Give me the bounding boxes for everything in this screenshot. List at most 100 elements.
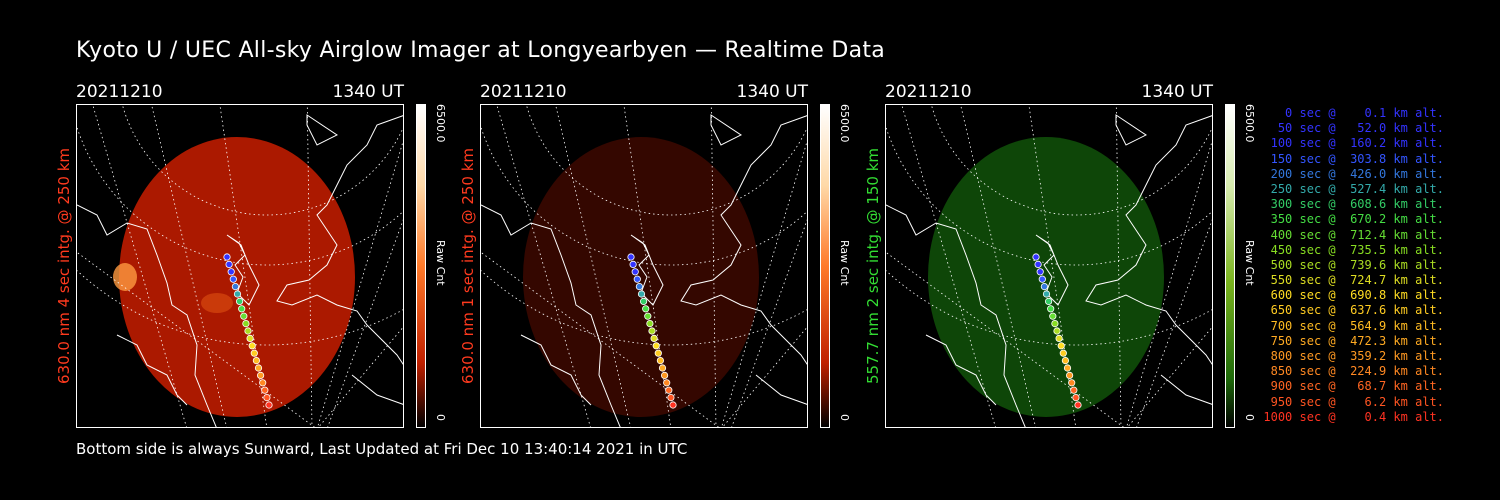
trajectory-point (667, 393, 675, 402)
trajectory-point (1040, 283, 1048, 291)
trajectory-point (1042, 290, 1051, 298)
coastline (520, 334, 592, 406)
legend-entry: 350 sec @ 670.2 km alt. (1270, 212, 1444, 227)
legend-entry: 850 sec @ 224.9 km alt. (1270, 364, 1444, 379)
color-bar (416, 104, 426, 428)
imager-panel-3: 20211210 1340 UT 557.7 nm 2 sec intg. @ … (864, 80, 1285, 432)
trajectory-point (257, 371, 265, 379)
allsky-image (885, 104, 1213, 428)
meridian-line (1127, 326, 1212, 427)
meridian-line (721, 140, 807, 427)
trajectory-point (223, 253, 231, 261)
trajectory-point (650, 334, 658, 342)
meridian-line (318, 326, 403, 427)
colorbar-max-label: 6500.0 (1243, 104, 1256, 143)
coastline (886, 114, 1212, 427)
meridian-line (317, 140, 403, 427)
meridian-line (710, 105, 717, 427)
trajectory-point (1072, 393, 1080, 402)
trajectory-point (627, 253, 635, 261)
meridian-line (722, 326, 807, 427)
legend-entry: 950 sec @ 6.2 km alt. (1270, 394, 1444, 409)
trajectory-point (227, 268, 235, 276)
trajectory-point (225, 260, 233, 268)
trajectory-point (652, 342, 660, 350)
trajectory-point (1063, 364, 1072, 372)
panel-date: 20211210 (885, 82, 972, 102)
colorbar-unit-label: Raw Cnt (838, 240, 851, 286)
trajectory-point (231, 283, 239, 291)
legend-entry: 300 sec @ 608.6 km alt. (1270, 197, 1444, 212)
trajectory-point (1036, 268, 1044, 276)
trajectory-point (254, 364, 263, 372)
trajectory-point (233, 290, 242, 298)
airglow-disc (928, 137, 1164, 417)
trajectory-point (1066, 371, 1074, 379)
meridian-line (731, 219, 807, 427)
trajectory-point (654, 349, 662, 357)
trajectory-point (250, 349, 258, 357)
meridian-line (306, 105, 313, 427)
trajectory-point (1045, 297, 1053, 305)
legend-entry: 900 sec @ 68.7 km alt. (1270, 379, 1444, 394)
meridian-line (151, 105, 227, 427)
color-bar (820, 104, 830, 428)
meridian-line (901, 105, 996, 427)
trajectory-point (1034, 260, 1042, 268)
trajectory-point (1032, 253, 1040, 261)
colorbar-unit-label: Raw Cnt (434, 240, 447, 286)
footer-note: Bottom side is always Sunward, Last Upda… (76, 440, 688, 458)
trajectory-point (252, 357, 260, 365)
trajectory-point (1070, 386, 1078, 394)
trajectory-point (629, 260, 637, 268)
panel-date: 20211210 (480, 82, 567, 102)
trajectory-point (663, 379, 671, 387)
trajectory-point (229, 275, 237, 283)
panel-wavelength-label: 630.0 nm 1 sec intg. @ 250 km (459, 147, 477, 385)
colorbar-max-label: 6500.0 (838, 104, 851, 143)
meridian-line (1115, 105, 1122, 427)
meridian-line (1136, 219, 1212, 427)
legend-entry: 50 sec @ 52.0 km alt. (1277, 121, 1444, 136)
trajectory-point (263, 393, 271, 402)
trajectory-point (236, 297, 244, 305)
legend-entry: 800 sec @ 359.2 km alt. (1270, 349, 1444, 363)
legend-entry: 600 sec @ 690.8 km alt. (1270, 288, 1444, 303)
trajectory-point (658, 364, 667, 372)
panel-wavelength-label: 630.0 nm 4 sec intg. @ 250 km (55, 147, 73, 385)
trajectory-point (1055, 334, 1063, 342)
trajectory-point (635, 283, 643, 291)
trajectory-point (644, 312, 652, 320)
imager-panel-2: 20211210 1340 UT 630.0 nm 1 sec intg. @ … (459, 80, 880, 432)
trajectory-point (1059, 349, 1067, 357)
legend-entry: 0 sec @ 0.1 km alt. (1285, 106, 1444, 120)
trajectory-point (242, 320, 250, 328)
trajectory-point (665, 386, 673, 394)
trajectory-point (240, 312, 248, 320)
meridian-line (327, 219, 403, 427)
trajectory-point (1068, 379, 1076, 387)
panel-time: 1340 UT (1141, 82, 1214, 102)
trajectory-legend: 0 sec @ 0.1 km alt. 50 sec @ 52.0 km alt.… (1250, 106, 1444, 425)
legend-entry: 550 sec @ 724.7 km alt. (1270, 273, 1444, 288)
colorbar-min-label: 0 (838, 414, 851, 421)
legend-entry: 1000 sec @ 0.4 km alt. (1263, 409, 1444, 424)
legend-entry: 100 sec @ 160.2 km alt. (1270, 136, 1444, 151)
trajectory-point (265, 401, 273, 409)
legend-entry: 150 sec @ 303.8 km alt. (1270, 151, 1444, 166)
legend-entry: 400 sec @ 712.4 km alt. (1270, 227, 1444, 242)
trajectory-point (1053, 327, 1061, 335)
meridian-line (496, 105, 591, 427)
meridian-line (960, 105, 1036, 427)
panel-date: 20211210 (76, 82, 163, 102)
legend-entry: 750 sec @ 472.3 km alt. (1270, 333, 1444, 348)
page-title: Kyoto U / UEC All-sky Airglow Imager at … (76, 38, 886, 63)
trajectory-point (1051, 320, 1059, 328)
trajectory-point (669, 401, 677, 409)
trajectory-point (661, 371, 669, 379)
panel-wavelength-label: 557.7 nm 2 sec intg. @ 150 km (864, 147, 882, 385)
trajectory-point (1057, 342, 1065, 350)
trajectory-point (631, 268, 639, 276)
trajectory-point (637, 290, 646, 298)
legend-entry: 200 sec @ 426.0 km alt. (1270, 166, 1444, 181)
